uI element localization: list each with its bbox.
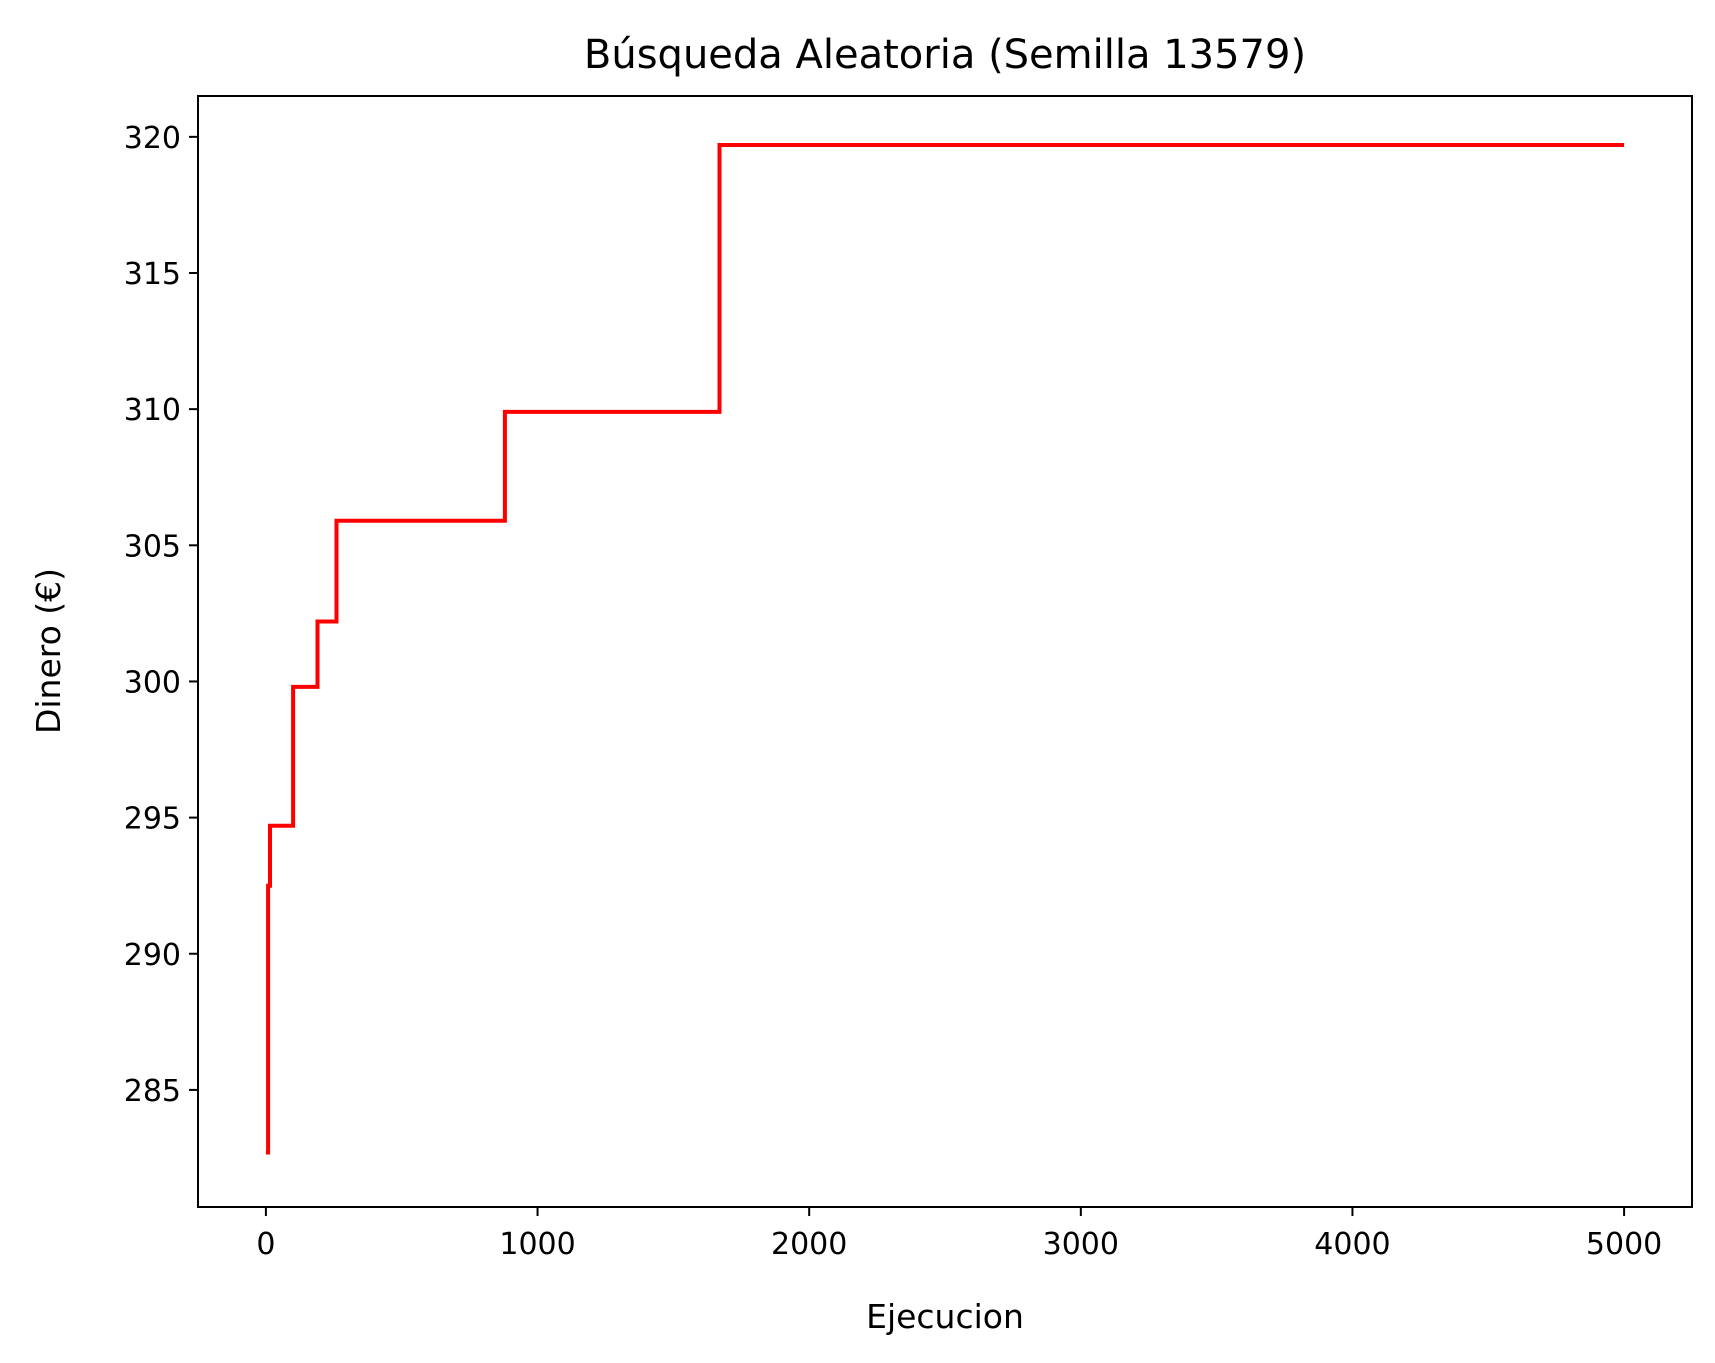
y-tick-label: 320 bbox=[124, 121, 181, 156]
y-axis-label: Dinero (€) bbox=[29, 568, 68, 734]
x-tick-label: 1000 bbox=[499, 1227, 575, 1262]
y-tick-label: 315 bbox=[124, 257, 181, 292]
x-tick-label: 2000 bbox=[771, 1227, 847, 1262]
x-axis-label: Ejecucion bbox=[866, 1297, 1024, 1336]
x-tick-label: 5000 bbox=[1586, 1227, 1662, 1262]
plot-data bbox=[265, 143, 1625, 1155]
y-tick-label: 295 bbox=[124, 802, 181, 837]
chart-title: Búsqueda Aleatoria (Semilla 13579) bbox=[584, 32, 1306, 78]
x-tick-label: 0 bbox=[256, 1227, 275, 1262]
y-tick-label: 305 bbox=[124, 529, 181, 564]
x-tick-label: 3000 bbox=[1043, 1227, 1119, 1262]
x-axis-ticks: 0 1000 2000 3000 4000 5000 bbox=[256, 1207, 1662, 1262]
plot-frame bbox=[197, 95, 1693, 1208]
y-tick-label: 310 bbox=[124, 393, 181, 428]
series-line-0 bbox=[265, 143, 1625, 1155]
x-tick-label: 4000 bbox=[1314, 1227, 1390, 1262]
y-tick-label: 290 bbox=[124, 938, 181, 973]
y-tick-label: 285 bbox=[124, 1074, 181, 1109]
y-tick-label: 300 bbox=[124, 665, 181, 700]
y-axis-ticks: 285 290 295 300 305 310 315 320 bbox=[124, 121, 198, 1109]
